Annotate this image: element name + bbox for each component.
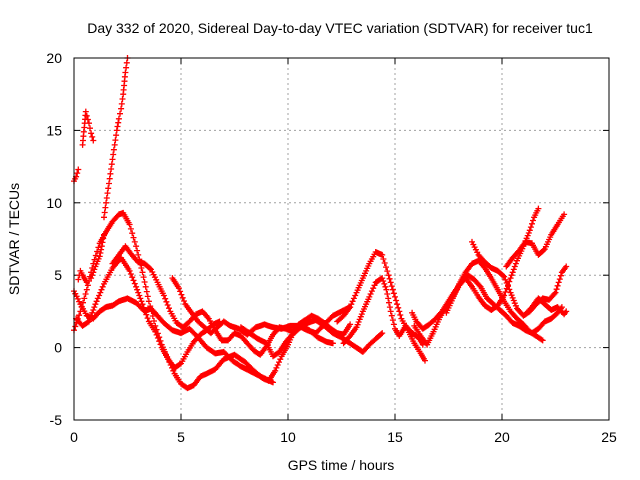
data-marks bbox=[71, 55, 570, 392]
series-track-a bbox=[71, 209, 336, 392]
x-tick-label: 5 bbox=[177, 429, 185, 445]
y-tick-label: 20 bbox=[46, 50, 62, 66]
series-track-m bbox=[503, 211, 568, 270]
y-tick-label: 5 bbox=[54, 267, 62, 283]
series-track-h bbox=[340, 275, 426, 348]
series-track-p bbox=[79, 108, 97, 148]
chart-title: Day 332 of 2020, Sidereal Day-to-day VTE… bbox=[87, 20, 593, 36]
x-tick-label: 25 bbox=[601, 429, 617, 445]
plus-markers bbox=[88, 231, 107, 282]
x-tick-label: 10 bbox=[280, 429, 296, 445]
plus-markers bbox=[237, 317, 386, 360]
plus-markers bbox=[73, 254, 223, 371]
grid-lines bbox=[74, 58, 609, 420]
plus-markers bbox=[443, 205, 542, 316]
plus-markers bbox=[71, 166, 82, 185]
x-axis-label: GPS time / hours bbox=[288, 457, 395, 473]
series-track-o bbox=[71, 166, 82, 185]
series-track-n bbox=[522, 295, 570, 318]
plus-markers bbox=[101, 55, 131, 221]
plus-markers bbox=[75, 267, 90, 286]
series-track-j bbox=[411, 257, 546, 348]
x-tick-label: 15 bbox=[387, 429, 403, 445]
plot-frame bbox=[73, 57, 610, 421]
y-tick-label: -5 bbox=[50, 412, 63, 428]
x-tick-label: 20 bbox=[494, 429, 510, 445]
plus-markers bbox=[109, 243, 354, 358]
series-track-f bbox=[237, 317, 386, 360]
series-track-r bbox=[88, 231, 107, 282]
y-axis-label: SDTVAR / TECUs bbox=[6, 183, 22, 295]
y-tick-label: 10 bbox=[46, 195, 62, 211]
axis-ticks bbox=[73, 57, 610, 421]
plus-markers bbox=[340, 275, 426, 348]
series-track-s bbox=[75, 267, 90, 286]
x-tick-label: 0 bbox=[70, 429, 78, 445]
plus-markers bbox=[411, 257, 546, 348]
plus-markers bbox=[522, 295, 570, 318]
series-track-k bbox=[443, 205, 542, 316]
series-track-d bbox=[109, 243, 354, 358]
plus-markers bbox=[79, 108, 97, 148]
y-tick-label: 0 bbox=[54, 340, 62, 356]
series-track-c bbox=[73, 254, 223, 371]
y-tick-label: 15 bbox=[46, 122, 62, 138]
plus-markers bbox=[503, 211, 568, 270]
tick-labels: 0 5 10 15 20 25 -5 0 5 10 15 20 bbox=[46, 50, 617, 445]
series-track-q bbox=[101, 55, 131, 221]
plus-markers bbox=[71, 209, 336, 392]
